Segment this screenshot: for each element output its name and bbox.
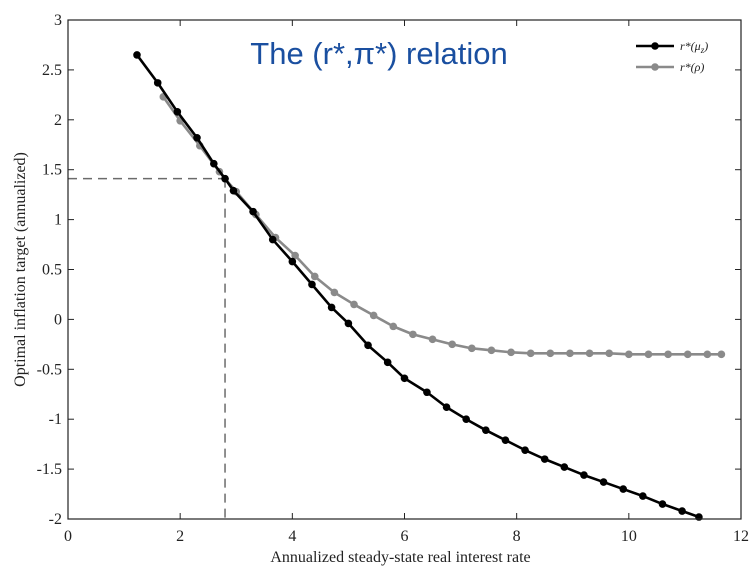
y-axis-label: Optimal inflation target (annualized) xyxy=(12,152,29,387)
y-tick-label: 1 xyxy=(54,212,62,229)
series-mu-z-point xyxy=(540,455,549,463)
x-tick-label: 10 xyxy=(621,528,637,545)
reference-guide xyxy=(68,177,226,519)
series-rho-point xyxy=(644,350,653,359)
y-tick-label: 0.5 xyxy=(42,262,62,279)
series-mu-z-point xyxy=(364,341,372,350)
y-tick-label: 2.5 xyxy=(42,62,62,79)
series-mu-z-point xyxy=(344,319,353,328)
legend-label: r*(ρ) xyxy=(680,60,704,74)
series-rho-point xyxy=(468,344,476,353)
series-mu-z-point xyxy=(193,133,201,142)
y-tick-label: -0.5 xyxy=(37,361,62,378)
y-tick-label: -1 xyxy=(49,411,62,428)
legend-swatch-marker xyxy=(651,63,659,71)
y-tick-label: 0 xyxy=(54,311,62,328)
x-tick-label: 0 xyxy=(64,528,72,545)
series-mu-z-point xyxy=(288,257,297,266)
series-rho-point xyxy=(448,340,456,349)
series-mu-z-point xyxy=(268,235,277,244)
series-rho-point xyxy=(409,330,417,339)
series-mu-z-point xyxy=(501,436,510,444)
series-mu-z-point xyxy=(599,478,608,486)
series-rho-point xyxy=(566,349,574,358)
series-rho-point xyxy=(507,348,515,357)
series-mu-z-point xyxy=(560,463,569,471)
series-rho-point xyxy=(310,272,319,281)
y-tick-label: 1.5 xyxy=(42,162,62,179)
chart-title: The (r*,π*) relation xyxy=(250,36,507,71)
legend-swatch-marker xyxy=(651,42,659,50)
y-tick-label: 2 xyxy=(54,112,62,129)
series-mu-z-point xyxy=(442,403,451,412)
x-tick-label: 2 xyxy=(176,528,184,545)
series-rho-point xyxy=(369,311,378,320)
series-mu-z-point xyxy=(383,358,392,367)
y-tick-label: 3 xyxy=(54,12,62,29)
series-rho-line xyxy=(162,96,722,356)
series-mu-z-point xyxy=(678,507,686,515)
series-mu-z-point xyxy=(423,388,431,397)
y-ticks: -2 -1.5 -1 -0.5 0 0.5 1 1.5 2 2.5 3 xyxy=(37,12,741,528)
series-mu-z-point xyxy=(482,426,490,434)
x-tick-label: 8 xyxy=(513,528,521,545)
series-mu-z-point xyxy=(133,51,141,59)
series-mu-z-point xyxy=(639,492,647,500)
series-rho-point xyxy=(428,335,437,344)
series-rho-point xyxy=(350,300,358,309)
series-mu-z-point xyxy=(173,108,182,116)
series-rho-point xyxy=(291,251,299,260)
series-layer xyxy=(133,51,726,521)
series-rho-point xyxy=(664,350,672,359)
series-mu-z-point xyxy=(695,513,703,521)
x-axis-label: Annualized steady-state real interest ra… xyxy=(270,549,530,566)
y-tick-label: -2 xyxy=(49,511,62,528)
series-rho-point xyxy=(585,349,594,358)
series-mu-z-point xyxy=(619,485,628,493)
plot-frame xyxy=(67,19,742,520)
series-rho-point xyxy=(389,322,398,331)
series-mu-z-point xyxy=(210,159,218,168)
series-mu-z-point xyxy=(249,207,257,216)
x-tick-label: 6 xyxy=(401,528,409,545)
series-rho-point xyxy=(605,349,614,358)
series-rho-point xyxy=(683,350,692,359)
series-mu-z-point xyxy=(221,174,229,183)
x-tick-label: 12 xyxy=(733,528,749,545)
x-ticks: 0 2 4 6 8 10 12 xyxy=(64,20,749,545)
legend-label: r*(μz) xyxy=(680,39,708,55)
legend: r*(μz) r*(ρ) xyxy=(636,39,708,74)
series-rho-point xyxy=(526,349,535,358)
series-mu-z-point xyxy=(153,79,162,87)
series-mu-z-line xyxy=(135,54,700,519)
series-mu-z-point xyxy=(462,415,470,424)
series-rho-point xyxy=(625,350,633,359)
series-mu-z-point xyxy=(400,374,409,383)
series-mu-z-point xyxy=(327,303,336,312)
series-rho-point xyxy=(717,350,726,359)
x-tick-label: 4 xyxy=(288,528,296,545)
series-rho-point xyxy=(546,349,555,358)
series-mu-z-point xyxy=(658,500,667,508)
series-rho-point xyxy=(487,346,496,355)
series-mu-z-point xyxy=(308,280,316,289)
series-mu-z-point xyxy=(580,471,588,479)
series-rho-point xyxy=(330,288,339,297)
y-tick-label: -1.5 xyxy=(37,461,62,478)
series-rho-point xyxy=(703,350,712,359)
series-mu-z-point xyxy=(521,446,529,454)
series-mu-z-point xyxy=(229,186,238,195)
